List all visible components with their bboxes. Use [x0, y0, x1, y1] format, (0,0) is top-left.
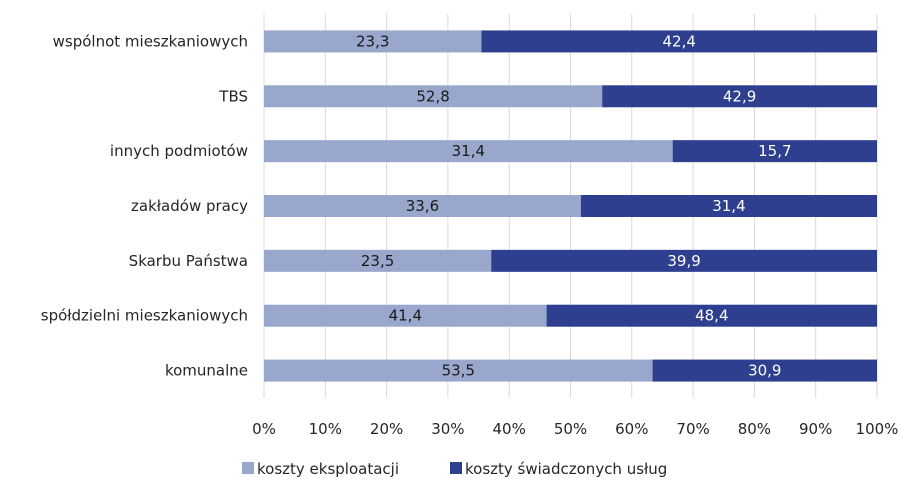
data-label: 53,5: [442, 362, 475, 380]
data-label: 23,3: [356, 32, 389, 50]
category-label: komunalne: [165, 362, 248, 380]
bar-segment: [652, 359, 877, 382]
data-label: 41,4: [389, 307, 422, 325]
category-labels: wspólnot mieszkaniowych TBS innych podmiot…: [41, 32, 248, 379]
bar-segment: [264, 140, 673, 163]
x-axis-tick-labels: 0% 10% 20% 30% 40% 50% 60% 70% 80% 90% 100%: [252, 420, 898, 438]
data-label: 15,7: [758, 142, 791, 160]
x-tick-label: 90%: [799, 420, 832, 438]
x-tick-label: 20%: [370, 420, 403, 438]
bar-segment: [546, 304, 877, 327]
data-label: 39,9: [667, 252, 700, 270]
category-label: zakładów pracy: [131, 197, 248, 215]
bar-segment: [602, 85, 877, 108]
x-tick-label: 50%: [554, 420, 587, 438]
bar-segment: [264, 249, 492, 272]
legend-swatch: [242, 462, 254, 474]
bar-segment: [481, 30, 877, 53]
legend: koszty eksploatacji koszty świadczonych u…: [242, 460, 667, 478]
data-label: 31,4: [452, 142, 485, 160]
x-tick-label: 30%: [431, 420, 464, 438]
data-label: 42,9: [723, 87, 756, 105]
bar-segment: [264, 85, 603, 108]
data-label: 42,4: [662, 32, 695, 50]
legend-label: koszty świadczonych usług: [465, 460, 667, 478]
bar-segment: [264, 359, 653, 382]
data-label: 48,4: [695, 307, 728, 325]
bars: 23,3 42,4 52,8 42,9 31,4 15,7 33,6 31,4 23,5 39,9…: [264, 30, 877, 382]
x-tick-label: 10%: [309, 420, 342, 438]
category-label: TBS: [218, 87, 248, 105]
bar-segment: [491, 249, 877, 272]
legend-label: koszty eksploatacji: [257, 460, 399, 478]
category-label: wspólnot mieszkaniowych: [53, 32, 248, 50]
bar-segment: [264, 304, 547, 327]
category-label: Skarbu Państwa: [129, 252, 248, 270]
data-label: 52,8: [416, 87, 449, 105]
category-label: innych podmiotów: [110, 142, 248, 160]
legend-swatch: [450, 462, 462, 474]
data-label: 33,6: [406, 197, 439, 215]
category-label: spółdzielni mieszkaniowych: [41, 307, 248, 325]
x-tick-label: 40%: [493, 420, 526, 438]
x-tick-label: 80%: [738, 420, 771, 438]
bar-segment: [672, 140, 877, 163]
x-tick-label: 70%: [676, 420, 709, 438]
x-tick-label: 60%: [615, 420, 648, 438]
bar-segment: [264, 195, 581, 217]
bar-segment: [264, 30, 482, 53]
data-label: 31,4: [712, 197, 745, 215]
x-tick-label: 0%: [252, 420, 276, 438]
data-label: 23,5: [361, 252, 394, 270]
data-label: 30,9: [748, 362, 781, 380]
x-tick-label: 100%: [856, 420, 899, 438]
bar-segment: [580, 195, 877, 217]
